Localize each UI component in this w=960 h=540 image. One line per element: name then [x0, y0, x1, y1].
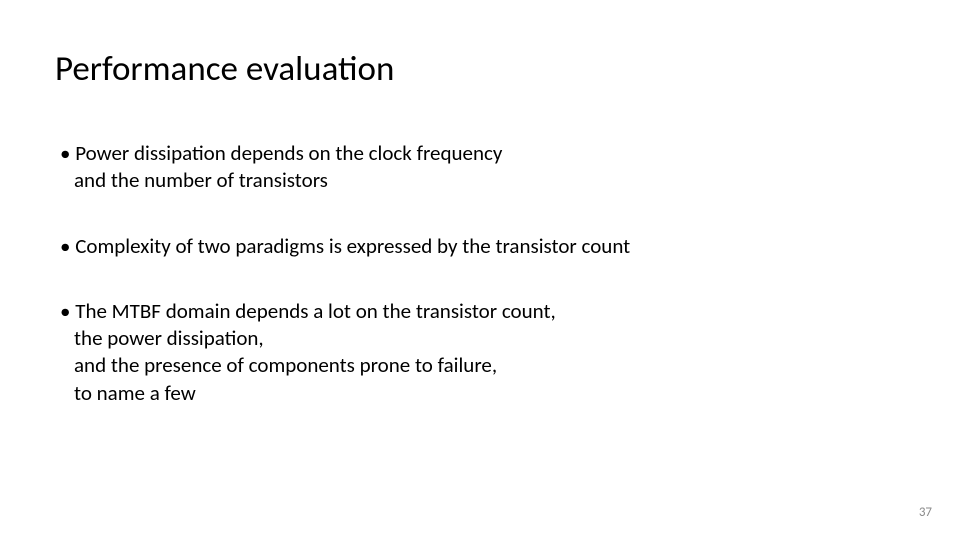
slide: Performance evaluation Power dissipation…: [0, 0, 960, 540]
page-number: 37: [919, 505, 932, 520]
slide-body: Power dissipation depends on the clock f…: [60, 140, 900, 445]
slide-title: Performance evaluation: [55, 48, 394, 90]
bullet-item: Complexity of two paradigms is expressed…: [60, 233, 900, 260]
bullet-item: Power dissipation depends on the clock f…: [60, 140, 900, 195]
bullet-item: The MTBF domain depends a lot on the tra…: [60, 298, 900, 407]
